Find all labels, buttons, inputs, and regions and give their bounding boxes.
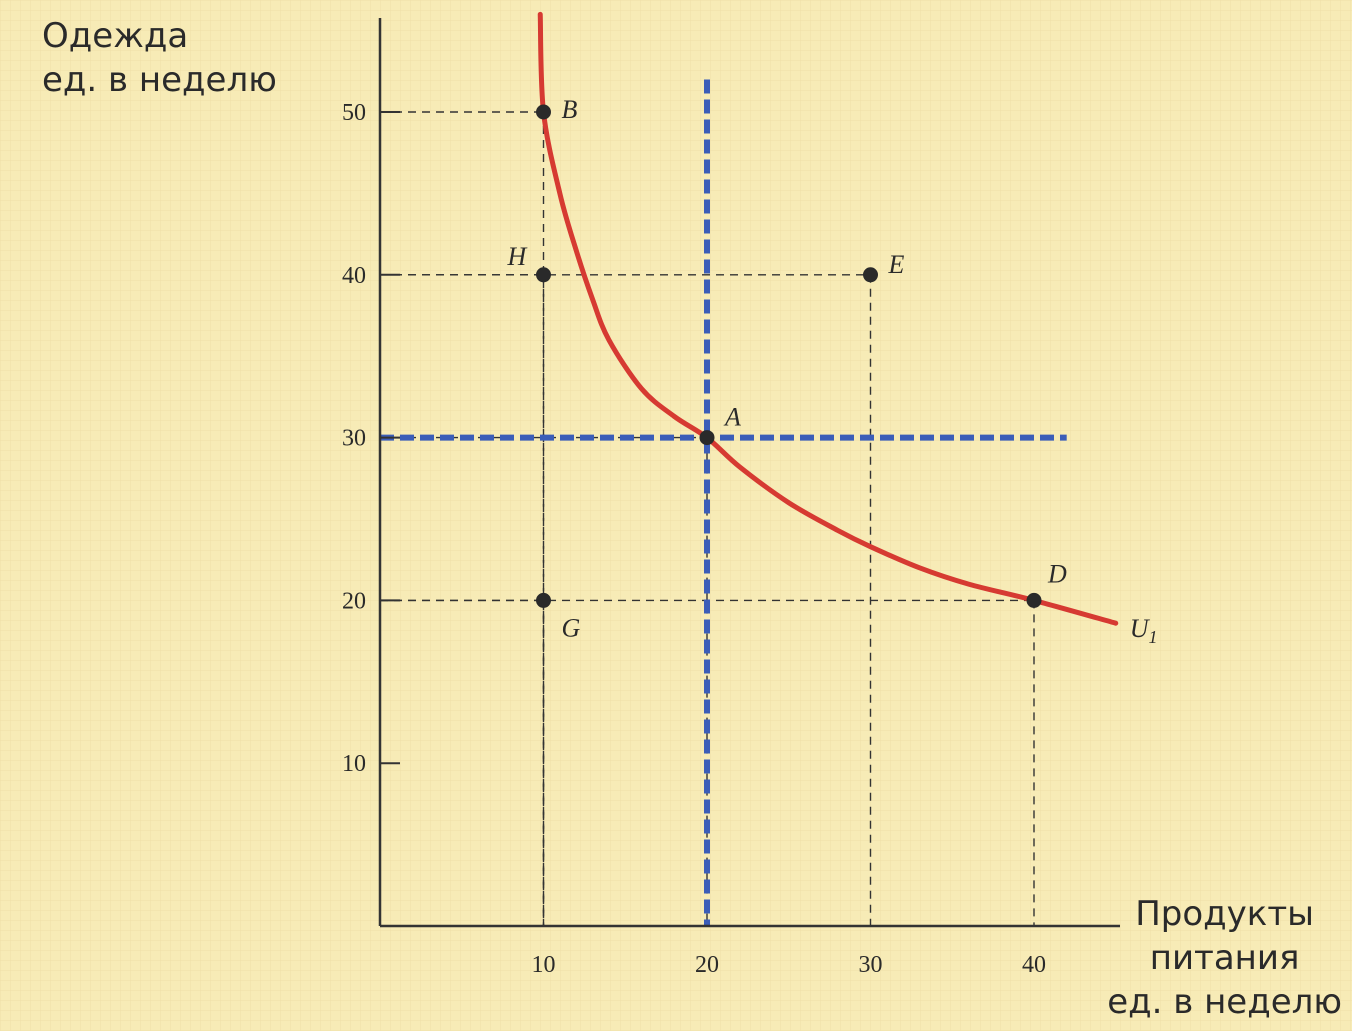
point-label-A: A [723,403,741,432]
x-axis-label-line-2: питания [1149,938,1300,978]
reference-lines [380,79,1067,926]
curve-label-subscript: 1 [1149,627,1158,647]
y-tick-label-20: 20 [342,588,366,614]
point-label-D: D [1047,559,1067,588]
y-tick-label-30: 30 [342,426,366,452]
point-label-E: E [888,250,905,279]
point-label-B: B [562,95,578,124]
point-G [536,592,551,608]
x-tick-label-10: 10 [532,952,556,978]
y-tick-label-50: 50 [342,100,366,126]
point-H [536,267,551,283]
data-points: B H E A D G [507,95,1068,642]
y-tick-label-10: 10 [342,751,366,777]
point-E [863,267,878,283]
point-label-H: H [507,242,528,271]
y-axis-label-line-1: Одежда [42,16,189,56]
point-D [1026,592,1042,608]
point-label-G: G [562,613,581,642]
y-axis-label: Одежда ед. в неделю [42,14,277,102]
point-A [699,430,715,446]
x-axis-label-line-3: ед. в неделю [1107,982,1342,1022]
axis-ticks: 10 20 30 40 50 10 20 30 40 [342,100,1046,978]
x-tick-label-30: 30 [859,952,883,978]
x-tick-label-20: 20 [695,952,719,978]
y-axis-label-line-2: ед. в неделю [42,60,277,100]
axes [378,18,1120,928]
point-B [536,104,551,120]
x-axis-label-line-1: Продукты [1135,894,1314,934]
y-tick-label-40: 40 [342,263,366,289]
x-axis-label: Продукты питания ед. в неделю [1107,892,1342,1024]
x-tick-label-40: 40 [1022,952,1046,978]
